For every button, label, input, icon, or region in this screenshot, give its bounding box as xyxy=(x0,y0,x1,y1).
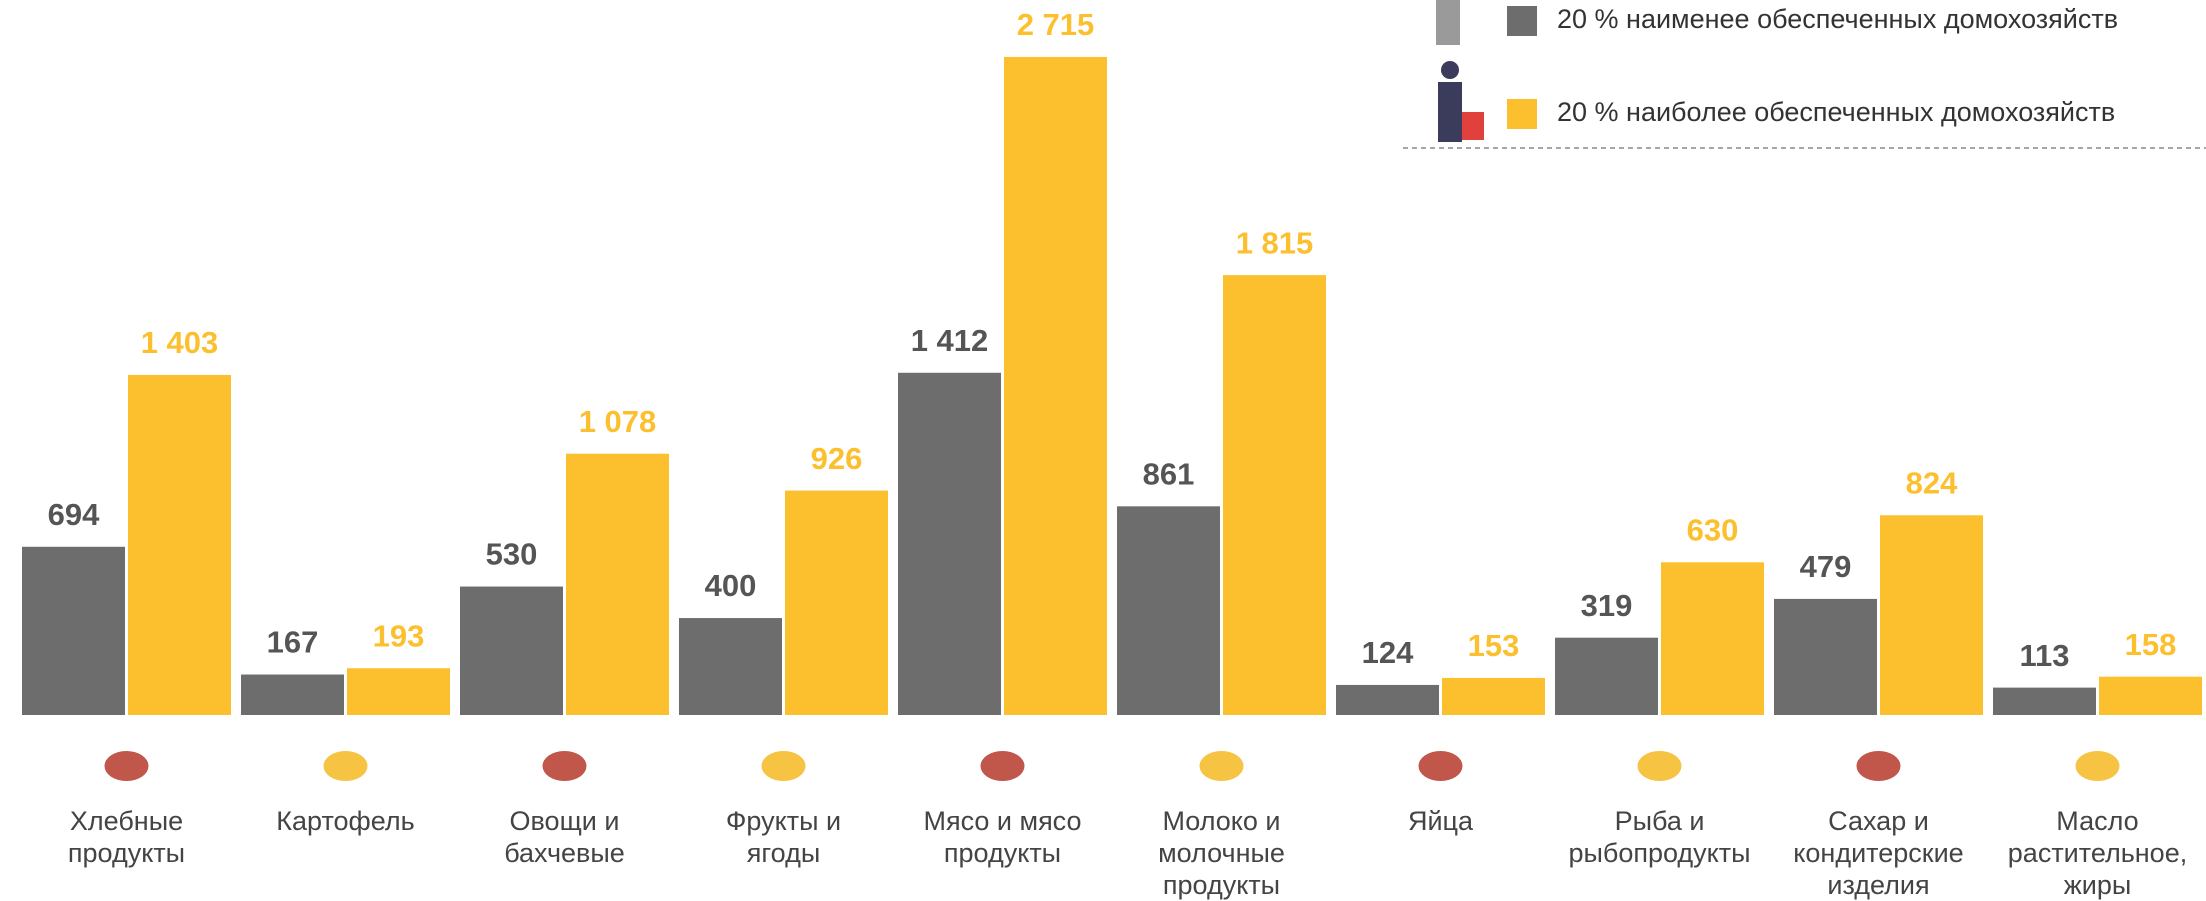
bar xyxy=(1880,515,1983,715)
value-label: 113 xyxy=(2019,638,2069,673)
bar xyxy=(2099,676,2202,715)
x-tick-label: бахчевые xyxy=(504,838,625,868)
value-label: 479 xyxy=(1800,549,1852,584)
bar xyxy=(898,372,1001,715)
x-tick-label: Мясо и мясо xyxy=(923,806,1081,836)
bar xyxy=(1223,275,1326,715)
bar xyxy=(460,586,563,715)
x-tick-label: ягоды xyxy=(747,838,820,868)
category-icon xyxy=(2075,751,2120,781)
value-label: 158 xyxy=(2125,627,2177,662)
value-label: 926 xyxy=(811,441,863,476)
value-label: 319 xyxy=(1581,588,1633,623)
bag-icon xyxy=(1462,112,1484,140)
x-tick-label: Молоко и xyxy=(1162,806,1280,836)
x-tick-label: Яйца xyxy=(1408,806,1474,836)
person-icon xyxy=(1436,0,1460,45)
value-label: 2 715 xyxy=(1017,7,1095,42)
value-label: 124 xyxy=(1362,635,1414,670)
legend-swatch xyxy=(1507,99,1537,129)
bar xyxy=(1336,684,1439,715)
x-tick-label: Сахар и xyxy=(1828,806,1929,836)
x-tick-label: растительное, xyxy=(2008,838,2187,868)
legend-label: 20 % наименее обеспеченных домохозяйств xyxy=(1557,4,2118,34)
value-label: 167 xyxy=(267,625,319,660)
x-tick-label: Картофель xyxy=(276,806,414,836)
bar xyxy=(566,453,669,715)
legend-label: 20 % наиболее обеспеченных домохозяйств xyxy=(1557,97,2115,127)
category-icon xyxy=(323,751,368,781)
person-icon xyxy=(1441,61,1459,79)
x-tick-label: Рыба и xyxy=(1615,806,1705,836)
value-label: 694 xyxy=(48,497,100,532)
bar xyxy=(1993,687,2096,715)
bar xyxy=(1004,56,1107,715)
bar xyxy=(347,668,450,715)
value-label: 1 815 xyxy=(1236,225,1314,260)
x-tick-label: изделия xyxy=(1827,870,1929,900)
bar xyxy=(241,674,344,715)
legend-icons xyxy=(1436,0,1484,142)
value-label: 861 xyxy=(1143,457,1195,492)
x-tick-label: кондитерские xyxy=(1793,838,1963,868)
bar xyxy=(785,490,888,715)
value-label: 1 078 xyxy=(579,404,657,439)
bar xyxy=(128,374,231,715)
bar xyxy=(1661,562,1764,715)
category-icon xyxy=(761,751,806,781)
bar xyxy=(1117,506,1220,715)
x-tick-label: Фрукты и xyxy=(726,806,841,836)
value-label: 824 xyxy=(1906,465,1958,500)
value-label: 630 xyxy=(1687,512,1739,547)
bar xyxy=(679,618,782,715)
x-tick-label: Овощи и xyxy=(510,806,620,836)
x-tick-label: продукты xyxy=(1163,870,1280,900)
bar xyxy=(1442,677,1545,715)
x-tick-label: молочные xyxy=(1158,838,1285,868)
x-tick-label: Масло xyxy=(2056,806,2138,836)
value-label: 400 xyxy=(705,568,757,603)
x-tick-label: рыбопродукты xyxy=(1568,838,1750,868)
category-icon xyxy=(1418,751,1463,781)
x-tick-label: Хлебные xyxy=(70,806,183,836)
bar xyxy=(1774,598,1877,715)
value-label: 153 xyxy=(1468,628,1520,663)
value-label: 193 xyxy=(373,618,425,653)
x-tick-label: продукты xyxy=(68,838,185,868)
category-icon xyxy=(1637,751,1682,781)
category-icon xyxy=(1199,751,1244,781)
category-icon xyxy=(980,751,1025,781)
legend-swatch xyxy=(1507,6,1537,36)
person-icon xyxy=(1438,82,1462,142)
value-label: 1 403 xyxy=(141,325,219,360)
x-tick-label: продукты xyxy=(944,838,1061,868)
value-label: 1 412 xyxy=(911,323,989,358)
value-label: 530 xyxy=(486,537,538,572)
bar xyxy=(1555,637,1658,715)
category-icon xyxy=(1856,751,1901,781)
bar xyxy=(22,546,125,715)
category-icon xyxy=(104,751,149,781)
category-icon xyxy=(542,751,587,781)
x-tick-label: жиры xyxy=(2064,870,2132,900)
